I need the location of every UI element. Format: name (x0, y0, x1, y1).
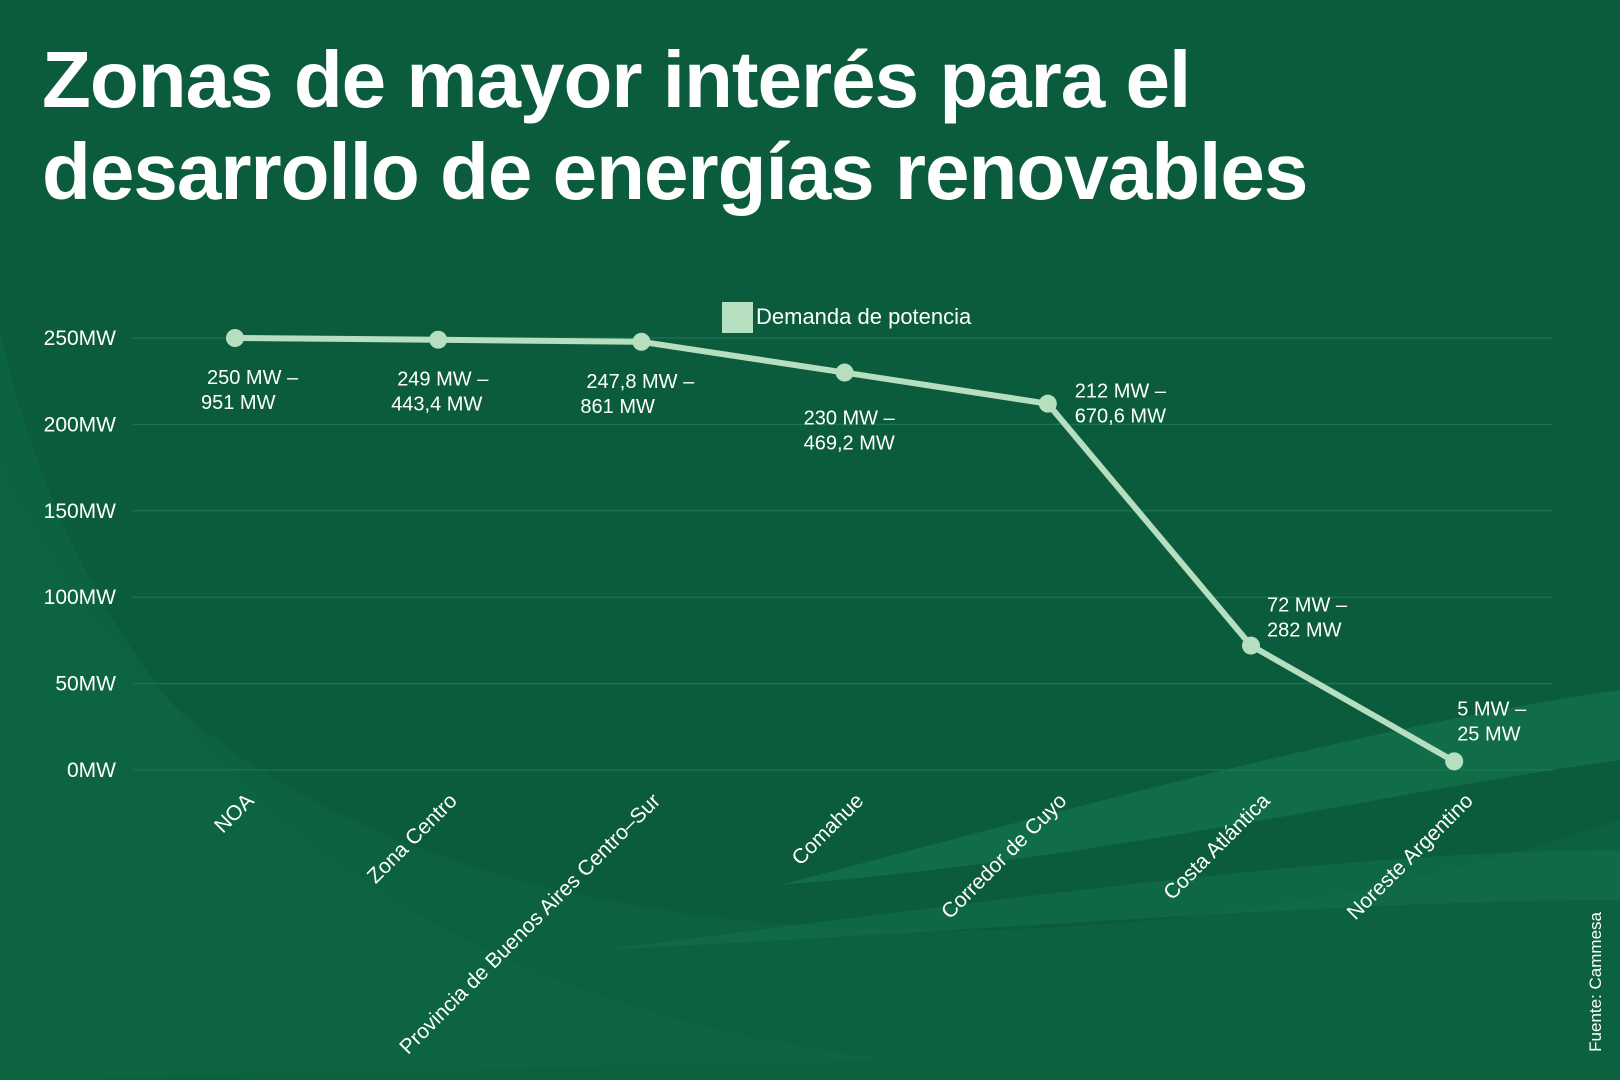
data-label: 212 MW – (1075, 381, 1167, 403)
data-point (1445, 752, 1464, 771)
data-point (429, 330, 448, 349)
data-point (1038, 394, 1057, 413)
data-label: 249 MW – (397, 369, 489, 391)
legend: Demanda de potencia (722, 302, 972, 333)
data-label: 25 MW (1457, 723, 1520, 745)
x-tick-label: Zona Centro (363, 789, 462, 888)
data-label: 247,8 MW – (586, 371, 695, 393)
background-wave (600, 850, 1620, 950)
data-labels: 250 MW – 951 MW 249 MW – 443,4 MW 247,8 MW –… (201, 367, 1527, 745)
data-point (835, 363, 854, 382)
data-label: 230 MW – (804, 408, 896, 430)
data-point (632, 332, 651, 351)
y-tick-label: 50MW (55, 673, 116, 696)
legend-label: Demanda de potencia (756, 304, 972, 329)
x-tick-label: Corredor de Cuyo (937, 789, 1071, 923)
data-label: 951 MW (201, 392, 276, 414)
data-label: 469,2 MW (804, 433, 895, 455)
x-tick-label: Comahue (787, 789, 868, 870)
data-label: 282 MW (1267, 620, 1342, 642)
background-wave (0, 470, 1620, 1080)
chart-title: Zonas de mayor interés para el desarroll… (42, 35, 1308, 216)
data-point (226, 329, 244, 347)
data-label: 443,4 MW (391, 394, 482, 416)
y-tick-label: 200MW (44, 413, 117, 436)
y-tick-label: 150MW (44, 500, 117, 523)
data-label: 670,6 MW (1075, 406, 1166, 428)
source-label: Fuente: Cammesa (1586, 912, 1605, 1052)
y-tick-label: 100MW (44, 586, 117, 609)
x-tick-label: Costa Atlántica (1159, 789, 1275, 905)
data-point (1242, 636, 1260, 655)
y-tick-label: 0MW (67, 759, 116, 782)
data-label: 5 MW – (1457, 698, 1527, 720)
data-label: 250 MW – (207, 367, 299, 389)
x-tick-label: NOA (210, 789, 258, 837)
y-axis-ticks: 0MW 50MW 100MW 150MW 200MW 250MW (44, 327, 117, 782)
data-points (226, 329, 1464, 771)
legend-swatch (722, 302, 753, 333)
gridlines (133, 337, 1553, 771)
y-tick-label: 250MW (44, 327, 117, 350)
data-label: 861 MW (580, 396, 655, 418)
x-tick-label: Noreste Argentino (1343, 789, 1478, 924)
data-label: 72 MW – (1267, 595, 1348, 617)
